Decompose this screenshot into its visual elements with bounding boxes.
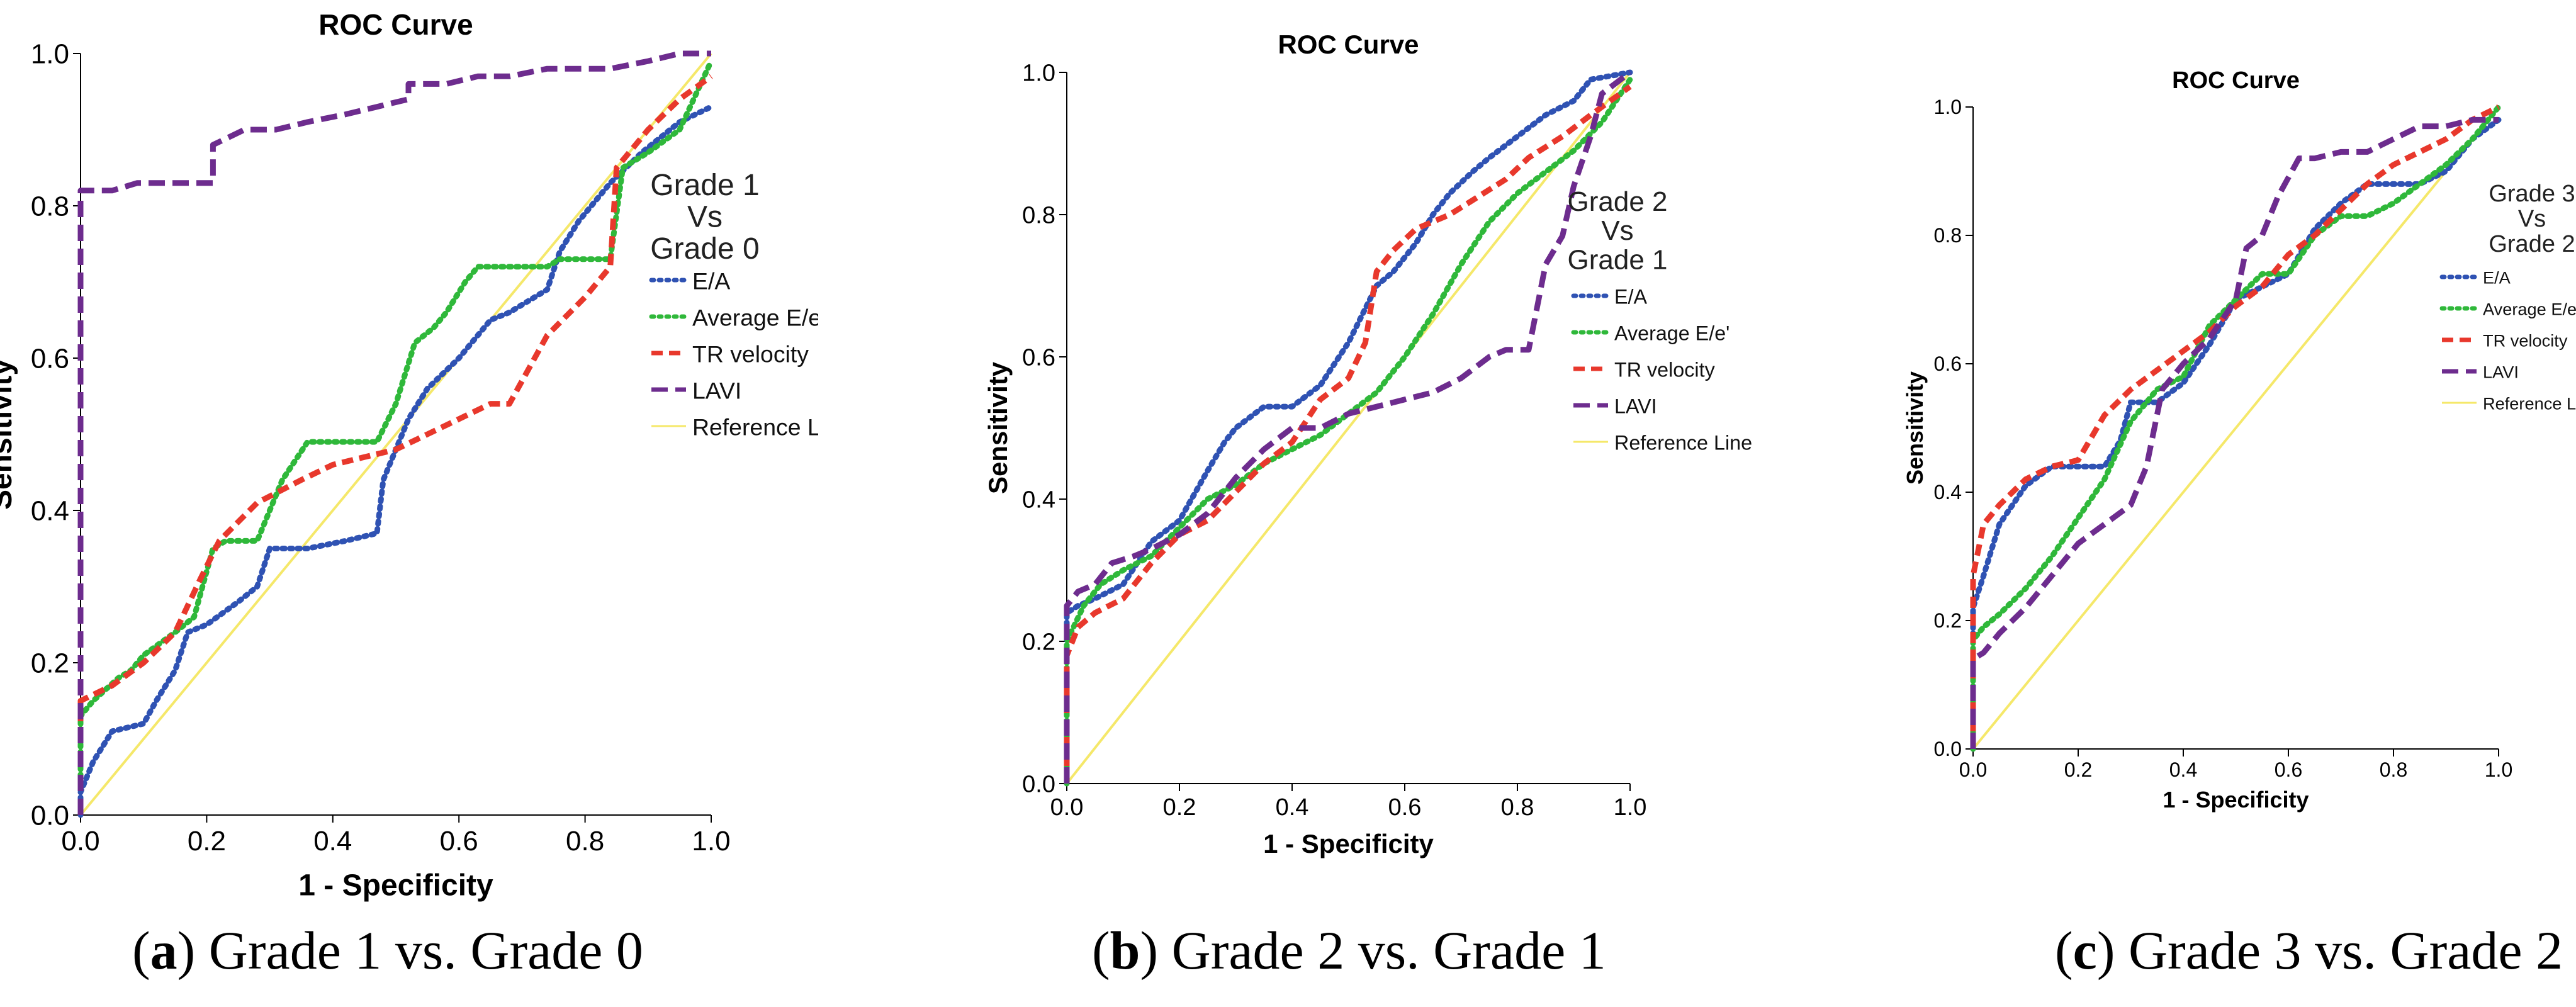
legend-label: E/A [1614,286,1648,308]
legend-label: TR velocity [2483,331,2568,351]
y-tick-label: 0.4 [1934,481,1962,504]
caption-c: (c) Grade 3 vs. Grade 2 [2055,920,2563,981]
y-tick-label: 0.0 [31,800,69,831]
grade-annotation-line: Grade 2 [2489,231,2575,257]
legend-label: E/A [692,268,730,295]
caption-b: (b) Grade 2 vs. Grade 1 [1092,920,1606,981]
series-line-lavi [1970,116,2499,749]
y-tick-label: 0.4 [31,495,69,526]
x-tick-label: 0.2 [188,826,226,857]
chart-title: ROC Curve [318,8,473,41]
legend-label: TR velocity [692,341,809,368]
x-tick-label: 0.0 [1050,794,1084,821]
y-tick-label: 0.0 [1934,738,1962,760]
x-tick-label: 0.8 [2380,758,2407,781]
y-tick-label: 0.8 [31,191,69,222]
caption-letter-b: b [1110,920,1140,981]
y-tick-label: 0.2 [1022,629,1055,655]
roc-chart-c: ROC Curve 0.00.0 0.2 0.2 0.4 0.4 0.6 0.6 0.8 0.8 1… [1902,67,2576,813]
chart-panel-b: ROC Curve 0.0 0.0 0.2 0.2 0.4 0.4 0.6 0.6 0.8 0.8 1… [982,0,1775,931]
series-line-average-e-e [77,58,714,780]
series-line-e-a [1970,116,2502,752]
y-tick-label: 0.2 [31,648,69,678]
series-line-reference-line [79,52,712,816]
x-tick-label: 1.0 [1614,794,1647,821]
x-tick-label: 0.6 [2275,758,2302,781]
y-tick-label: 0.6 [31,343,69,374]
x-tick-label: 0.0 [1959,758,1987,781]
y-tick-label: 0.8 [1934,224,1962,247]
chart-panel-c: ROC Curve 0.0 0.0 0.2 0.2 0.4 0.4 0.6 0.6 0.8 0.8 1… [1901,0,2576,931]
caption-a: (a) Grade 1 vs. Grade 0 [132,920,643,981]
x-tick-label: 0.2 [1163,794,1196,821]
x-tick-label: 0.8 [566,826,604,857]
legend-label: Average E/e' [692,305,818,331]
x-tick-label: 0.0 [61,826,99,857]
series-line-lavi [1064,70,1632,784]
x-axis-label: 1 - Specificity [1263,829,1434,858]
y-tick-label: 1.0 [31,38,69,69]
series-line-e-a [1064,69,1633,787]
grade-annotation-line: Grade 3 [2489,181,2575,207]
grade-annotation-line: Grade 1 [1568,244,1668,275]
chart-title: ROC Curve [2172,67,2300,94]
y-tick-label: 0.0 [1022,771,1055,797]
y-tick-label: 0.6 [1934,352,1962,375]
x-tick-label: 0.6 [440,826,478,857]
series-line-reference-line [1972,106,2500,750]
legend-label: E/A [2483,268,2511,288]
legend-label: TR velocity [1614,359,1716,381]
y-axis-label: Sensitivity [1902,371,1928,485]
roc-chart-b: ROC Curve 0.00.0 0.2 0.2 0.4 0.4 0.6 0.6 0.8 0.8 1… [983,30,1752,858]
x-tick-label: 0.4 [1276,794,1309,821]
legend-label: Reference Line [2483,394,2576,413]
series-line-e-a [77,104,714,818]
grade-annotation-line: Vs [687,200,723,233]
series-line-tr-velocity [1064,84,1632,784]
legend-label: Reference Line [1614,432,1752,454]
x-tick-label: 0.8 [1501,794,1534,821]
legend-label: LAVI [2483,363,2519,382]
series-line-reference-line [1066,71,1631,785]
y-tick-label: 1.0 [1934,96,1962,118]
grade-annotation-line: Vs [1601,215,1633,246]
caption-letter-a: a [150,920,177,981]
legend-label: Average E/e' [1614,322,1730,345]
grade-annotation-line: Grade 1 [650,169,759,202]
x-axis-label: 1 - Specificity [2163,787,2309,813]
y-tick-label: 0.8 [1022,202,1055,228]
caption-text-a: ) Grade 1 vs. Grade 0 [177,920,643,981]
legend-label: LAVI [1614,395,1657,418]
x-tick-label: 0.4 [313,826,352,857]
legend-label: Reference Line [692,414,818,441]
x-axis-label: 1 - Specificity [298,869,493,903]
x-tick-label: 1.0 [2485,758,2512,781]
series-line-average-e-e [1064,76,1633,787]
grade-annotation-line: Vs [2518,206,2546,232]
roc-chart-a: ROC Curve 0.00.0 0.2 0.2 0.4 0.4 0.6 0.6 0.8 0.8 1… [0,8,818,903]
series-line-tr-velocity [1970,104,2500,749]
caption-letter-c: c [2073,920,2097,981]
y-tick-label: 1.0 [1022,60,1055,86]
y-tick-label: 0.6 [1022,344,1055,371]
grade-annotation-line: Grade 2 [1568,186,1668,217]
grade-annotation-line: Grade 0 [650,232,759,266]
caption-text-c: ) Grade 3 vs. Grade 2 [2096,920,2563,981]
y-tick-label: 0.2 [1934,609,1962,632]
y-axis-label: Sensitivity [0,359,18,510]
x-tick-label: 1.0 [692,826,730,857]
y-axis-label: Sensitivity [983,361,1013,494]
legend-label: Average E/e' [2483,300,2576,319]
caption-text-b: ) Grade 2 vs. Grade 1 [1140,920,1606,981]
x-tick-label: 0.6 [1388,794,1422,821]
x-tick-label: 0.2 [2064,758,2092,781]
series-line-average-e-e [1970,104,2502,752]
legend-label: LAVI [692,378,741,404]
series-line-tr-velocity [77,74,713,739]
chart-panel-a: ROC Curve 0.0 0.0 0.2 0.2 0.4 0.4 0.6 0.6 0.8 0.8 1… [0,0,818,931]
y-tick-label: 0.4 [1022,487,1055,513]
series-line-lavi [77,50,711,815]
chart-title: ROC Curve [1278,30,1419,59]
x-tick-label: 0.4 [2169,758,2197,781]
